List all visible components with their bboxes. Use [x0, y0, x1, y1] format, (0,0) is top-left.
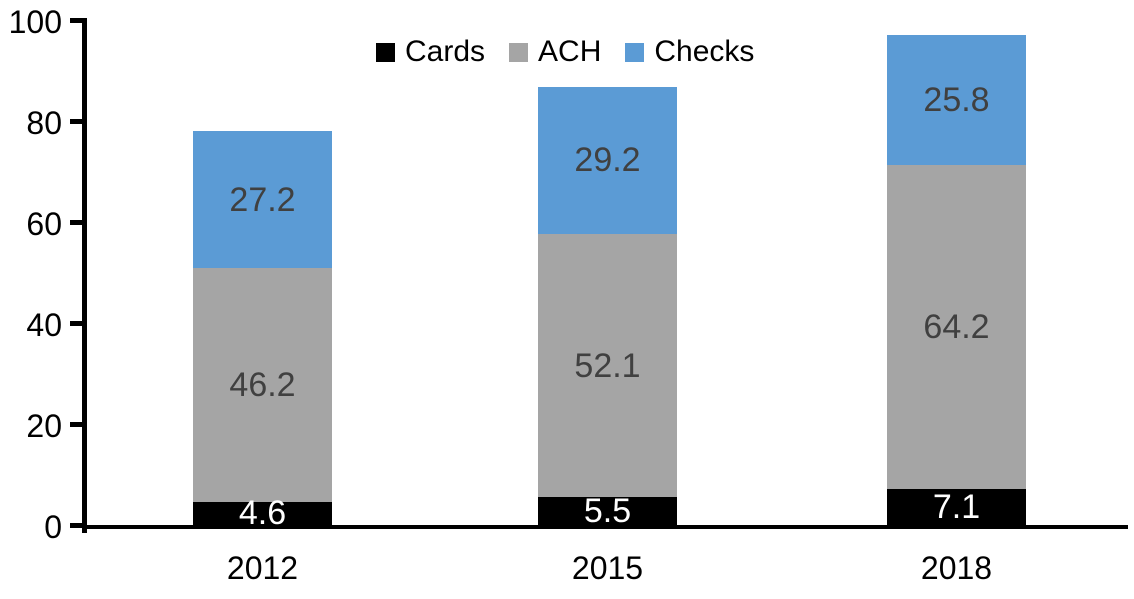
y-tick-mark	[70, 422, 87, 427]
data-label-2015-checks: 29.2	[574, 141, 641, 180]
bar-segment-2018-cards: 7.1	[887, 489, 1026, 525]
legend-item-cards: Cards	[376, 37, 485, 67]
data-label-2012-checks: 27.2	[229, 180, 296, 219]
legend-swatch-icon-ach	[509, 42, 529, 62]
bar-segment-2012-cards: 4.6	[193, 496, 332, 530]
bar-2015: 5.5 52.1 29.2	[538, 86, 677, 531]
bar-2018: 7.1 64.2 25.8	[887, 34, 1026, 525]
legend-swatch-icon-checks	[625, 42, 645, 62]
legend: Cards ACH Checks	[376, 33, 778, 71]
y-tick-mark	[70, 220, 87, 225]
data-label-2015-cards: 5.5	[583, 492, 632, 531]
data-label-2018-ach: 64.2	[923, 308, 990, 347]
legend-label: Cards	[405, 35, 486, 68]
legend-label: ACH	[538, 35, 602, 68]
x-category-label-2015: 2015	[571, 550, 644, 586]
bar-2012: 4.6 46.2 27.2	[193, 131, 332, 530]
y-tick-label: 20	[26, 408, 62, 444]
y-tick-mark	[70, 18, 87, 23]
legend-swatch-icon-cards	[376, 42, 395, 62]
y-tick-label: 80	[26, 105, 62, 141]
data-label-2012-ach: 46.2	[229, 366, 296, 405]
data-label-2012-cards: 4.6	[238, 494, 287, 533]
bar-segment-2015-cards: 5.5	[538, 492, 677, 531]
bar-segment-2015-ach: 52.1	[538, 234, 677, 498]
x-category-label-2018: 2018	[920, 550, 993, 586]
y-tick-mark	[70, 321, 87, 326]
bar-segment-2015-checks: 29.2	[538, 86, 677, 235]
x-axis-line	[82, 525, 1128, 529]
bar-segment-2012-checks: 27.2	[193, 131, 332, 269]
y-tick-label: 60	[26, 206, 62, 242]
data-label-2015-ach: 52.1	[574, 346, 641, 385]
data-label-2018-checks: 25.8	[923, 80, 990, 119]
y-tick-label: 100	[8, 4, 62, 40]
legend-label: Checks	[654, 35, 755, 68]
bar-segment-2012-ach: 46.2	[193, 268, 332, 502]
x-category-label-2012: 2012	[226, 550, 299, 586]
data-label-2018-cards: 7.1	[932, 488, 981, 527]
y-tick-label: 40	[26, 307, 62, 343]
bar-segment-2018-checks: 25.8	[887, 34, 1026, 165]
bar-segment-2018-ach: 64.2	[887, 164, 1026, 490]
legend-item-ach: ACH	[509, 37, 601, 67]
y-tick-mark	[70, 523, 87, 528]
legend-item-checks: Checks	[625, 37, 754, 67]
y-tick-mark	[70, 119, 87, 124]
y-tick-label: 0	[44, 509, 62, 545]
y-axis-line	[82, 20, 87, 533]
